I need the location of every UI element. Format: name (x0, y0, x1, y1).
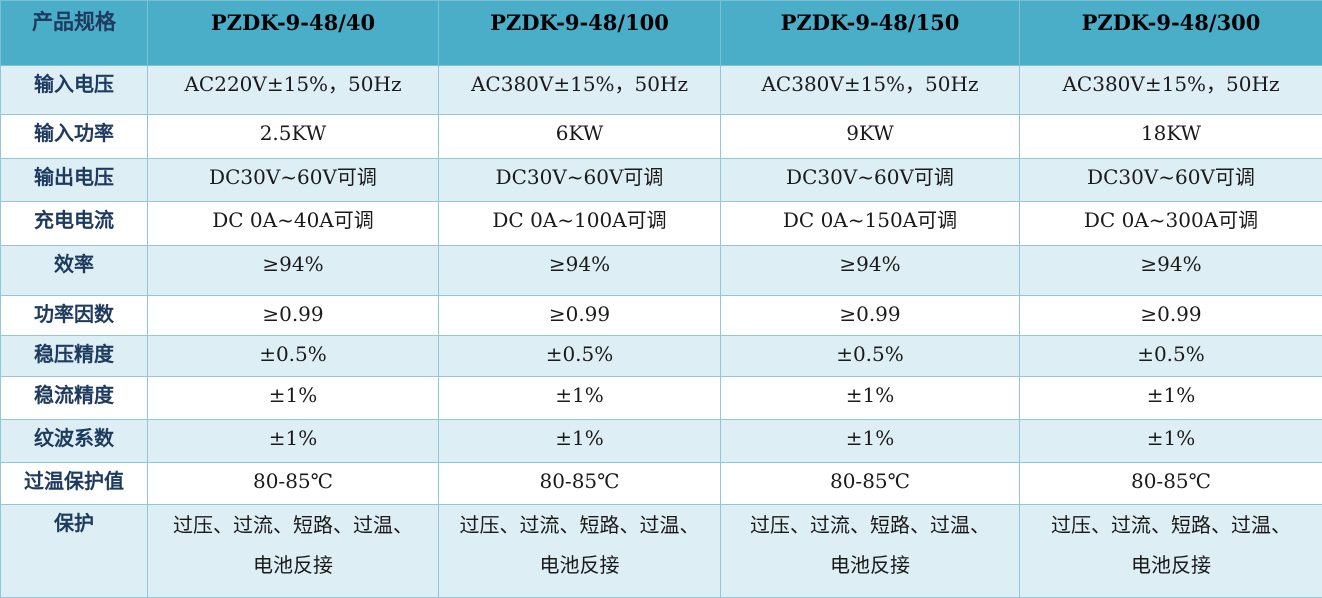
table-cell: AC380V±15%，50Hz (721, 66, 1020, 115)
table-cell: 18KW (1020, 115, 1322, 159)
table-row: 效率 ≥94% ≥94% ≥94% ≥94% (1, 246, 1322, 296)
table-cell: DC 0A~100A可调 (439, 202, 721, 246)
table-cell: 80-85℃ (439, 463, 721, 505)
table-cell: DC30V~60V可调 (439, 159, 721, 202)
table-cell: ≥94% (148, 246, 439, 296)
table-cell: 过压、过流、短路、过温、 电池反接 (721, 505, 1020, 598)
table-cell: ≥0.99 (721, 296, 1020, 336)
table-cell: ≥94% (439, 246, 721, 296)
cell-line: 电池反接 (148, 545, 438, 585)
table-cell: 过压、过流、短路、过温、 电池反接 (1020, 505, 1322, 598)
cell-line: 过压、过流、短路、过温、 (1020, 505, 1322, 545)
table-cell: ±1% (721, 377, 1020, 420)
row-label: 过温保护值 (1, 463, 148, 505)
row-label: 充电电流 (1, 202, 148, 246)
table-cell: ≥0.99 (148, 296, 439, 336)
table-cell: DC30V~60V可调 (721, 159, 1020, 202)
table-row: 输出电压 DC30V~60V可调 DC30V~60V可调 DC30V~60V可调… (1, 159, 1322, 202)
table-cell: ±1% (439, 377, 721, 420)
table-cell: AC220V±15%，50Hz (148, 66, 439, 115)
table-cell: DC30V~60V可调 (1020, 159, 1322, 202)
row-label: 输入功率 (1, 115, 148, 159)
table-cell: ±1% (1020, 377, 1322, 420)
table-cell: 80-85℃ (148, 463, 439, 505)
table-cell: AC380V±15%，50Hz (1020, 66, 1322, 115)
table-cell: ≥0.99 (1020, 296, 1322, 336)
cell-line: 过压、过流、短路、过温、 (439, 505, 720, 545)
row-label: 输入电压 (1, 66, 148, 115)
header-model: PZDK-9-48/40 (148, 1, 439, 66)
table-cell: 80-85℃ (1020, 463, 1322, 505)
table-cell: ±0.5% (1020, 336, 1322, 377)
row-label: 稳压精度 (1, 336, 148, 377)
table-row: 输入功率 2.5KW 6KW 9KW 18KW (1, 115, 1322, 159)
table-cell: ≥94% (1020, 246, 1322, 296)
header-model: PZDK-9-48/150 (721, 1, 1020, 66)
table-cell: 过压、过流、短路、过温、 电池反接 (148, 505, 439, 598)
table-cell: DC 0A~300A可调 (1020, 202, 1322, 246)
table-cell: ±0.5% (439, 336, 721, 377)
table-row: 功率因数 ≥0.99 ≥0.99 ≥0.99 ≥0.99 (1, 296, 1322, 336)
row-label: 输出电压 (1, 159, 148, 202)
table-cell: ≥0.99 (439, 296, 721, 336)
table-cell: ±1% (148, 420, 439, 463)
row-label: 效率 (1, 246, 148, 296)
table-cell: 过压、过流、短路、过温、 电池反接 (439, 505, 721, 598)
table-cell: ±0.5% (148, 336, 439, 377)
table-cell: 9KW (721, 115, 1020, 159)
cell-line: 电池反接 (1020, 545, 1322, 585)
table-cell: DC 0A~150A可调 (721, 202, 1020, 246)
table-cell: ±1% (148, 377, 439, 420)
table-row: 稳流精度 ±1% ±1% ±1% ±1% (1, 377, 1322, 420)
header-model: PZDK-9-48/300 (1020, 1, 1322, 66)
table-cell: ±1% (1020, 420, 1322, 463)
header-label: 产品规格 (1, 1, 148, 66)
table-cell: AC380V±15%，50Hz (439, 66, 721, 115)
table-cell: 6KW (439, 115, 721, 159)
row-label: 功率因数 (1, 296, 148, 336)
table-row: 过温保护值 80-85℃ 80-85℃ 80-85℃ 80-85℃ (1, 463, 1322, 505)
table-cell: DC 0A~40A可调 (148, 202, 439, 246)
cell-line: 过压、过流、短路、过温、 (148, 505, 438, 545)
table-cell: 2.5KW (148, 115, 439, 159)
row-label: 保护 (1, 505, 148, 598)
table-row: 纹波系数 ±1% ±1% ±1% ±1% (1, 420, 1322, 463)
cell-line: 电池反接 (721, 545, 1019, 585)
header-row: 产品规格 PZDK-9-48/40 PZDK-9-48/100 PZDK-9-4… (1, 1, 1322, 66)
table-cell: DC30V~60V可调 (148, 159, 439, 202)
table-cell: ±1% (439, 420, 721, 463)
table-cell: ±1% (721, 420, 1020, 463)
table-row: 保护 过压、过流、短路、过温、 电池反接 过压、过流、短路、过温、 电池反接 过… (1, 505, 1322, 598)
header-model: PZDK-9-48/100 (439, 1, 721, 66)
cell-line: 电池反接 (439, 545, 720, 585)
table-row: 稳压精度 ±0.5% ±0.5% ±0.5% ±0.5% (1, 336, 1322, 377)
table-cell: 80-85℃ (721, 463, 1020, 505)
row-label: 纹波系数 (1, 420, 148, 463)
table-row: 充电电流 DC 0A~40A可调 DC 0A~100A可调 DC 0A~150A… (1, 202, 1322, 246)
table-row: 输入电压 AC220V±15%，50Hz AC380V±15%，50Hz AC3… (1, 66, 1322, 115)
cell-line: 过压、过流、短路、过温、 (721, 505, 1019, 545)
table-cell: ±0.5% (721, 336, 1020, 377)
table-cell: ≥94% (721, 246, 1020, 296)
row-label: 稳流精度 (1, 377, 148, 420)
